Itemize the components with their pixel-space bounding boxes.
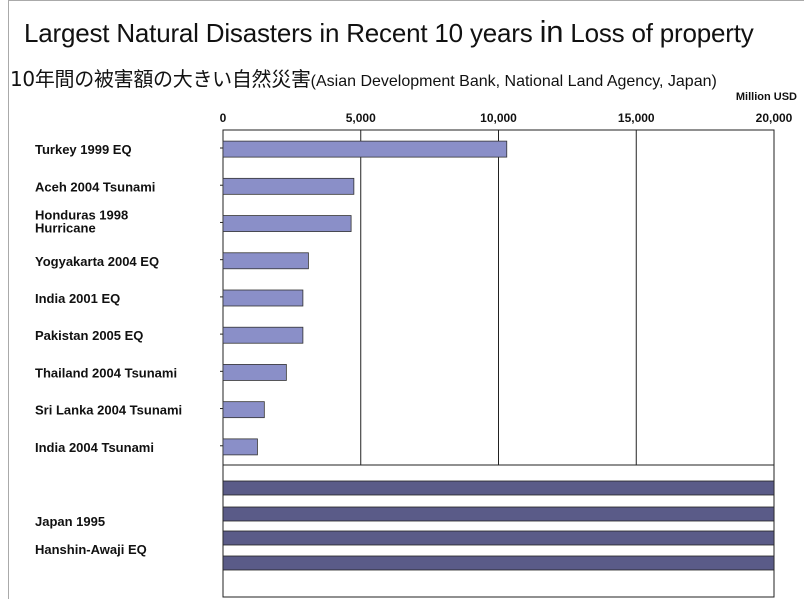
x-tick-label: 0 (220, 111, 227, 125)
bar (222, 140, 508, 158)
bar (222, 438, 258, 456)
x-tick-label: 5,000 (346, 111, 376, 125)
bar (222, 215, 352, 232)
overflow-bar (222, 480, 775, 496)
bar (222, 401, 265, 419)
overflow-bar (222, 506, 775, 522)
category-label: Japan 1995 (35, 514, 105, 529)
category-label: Hurricane (35, 221, 96, 236)
overflow-bar (222, 530, 775, 546)
bar (222, 364, 287, 381)
bar (222, 326, 304, 344)
category-label: India 2004 Tsunami (35, 440, 154, 455)
bar (222, 252, 309, 270)
category-label: Pakistan 2005 EQ (35, 328, 143, 343)
category-label: Thailand 2004 Tsunami (35, 365, 177, 380)
chart-title: Largest Natural Disasters in Recent 10 y… (24, 14, 754, 49)
category-label: Hanshin-Awaji EQ (35, 542, 147, 557)
category-label: Sri Lanka 2004 Tsunami (35, 403, 182, 418)
x-tick-label: 15,000 (618, 111, 655, 125)
chart-frame (8, 0, 804, 599)
category-label: Yogyakarta 2004 EQ (35, 254, 159, 269)
category-label: India 2001 EQ (35, 291, 120, 306)
category-label: Honduras 1998 (35, 208, 128, 223)
bar (222, 289, 304, 307)
overflow-bar (222, 555, 775, 571)
bar (222, 177, 355, 195)
unit-label: Million USD (735, 91, 797, 103)
chart-subtitle: 10年間の被害額の大きい自然災害(Asian Development Bank,… (10, 67, 717, 91)
category-label: Aceh 2004 Tsunami (35, 179, 155, 194)
category-label: Turkey 1999 EQ (35, 142, 132, 157)
x-tick-label: 10,000 (480, 111, 517, 125)
x-tick-label: 20,000 (756, 111, 793, 125)
